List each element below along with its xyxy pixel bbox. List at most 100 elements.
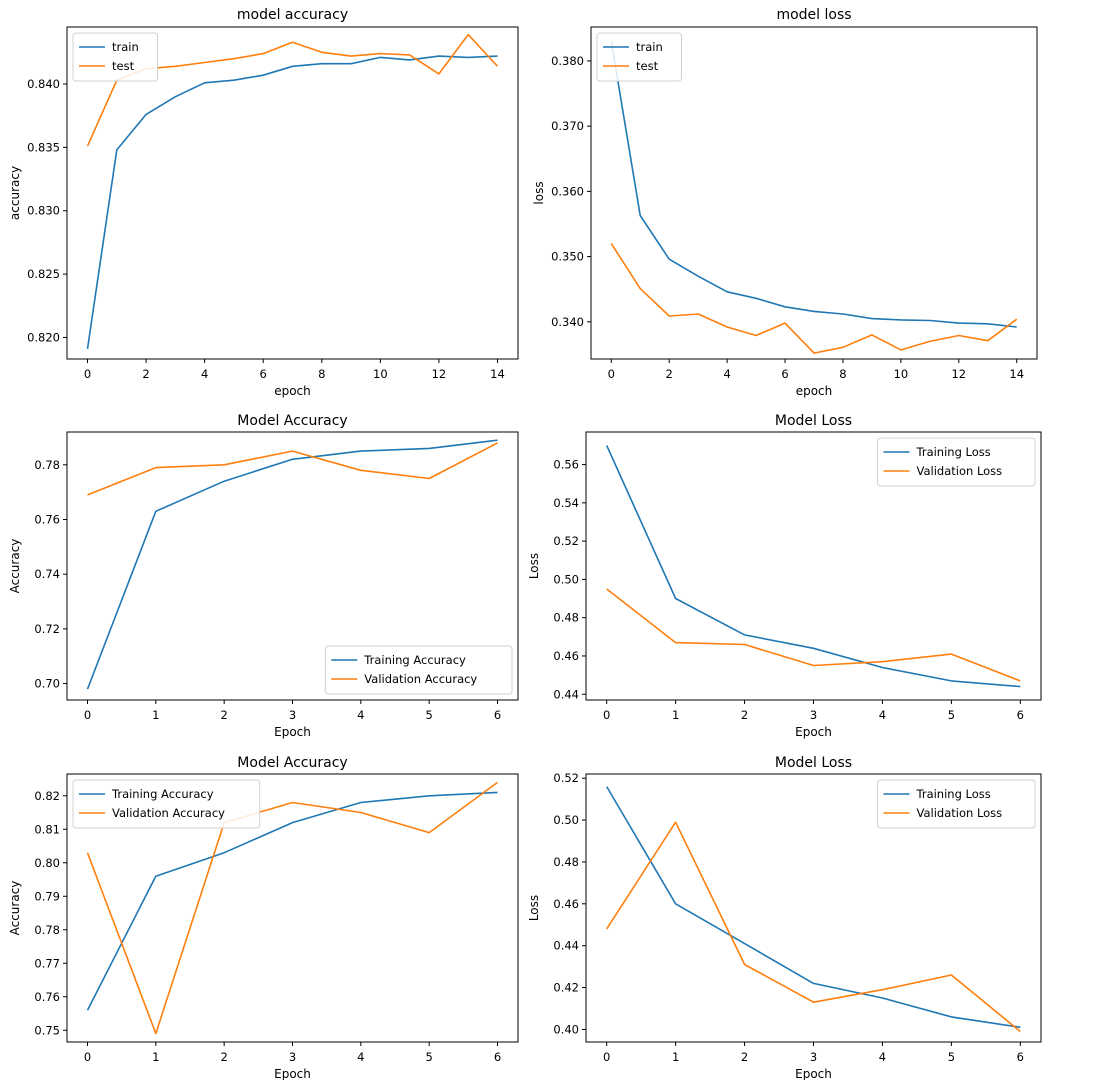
x-tick-label: 10 [894,367,909,381]
legend-label: Training Loss [916,787,991,801]
legend-box [72,779,261,829]
x-axis-label: epoch [796,384,833,398]
x-tick-label: 3 [289,708,296,722]
y-tick-label: 0.360 [551,184,584,198]
chart-panel-3: Model Accuracy 0 1 2 3 4 5 6 0.70 0.72 0.74 0.76 0.7… [8,413,519,739]
x-tick-label: 14 [490,367,505,381]
x-tick-label: 3 [289,1050,296,1064]
chart-title: Model Accuracy [237,413,347,429]
y-tick-label: 0.40 [553,1022,579,1036]
legend: Training Accuracy Validation Accuracy [72,779,261,829]
y-tick-label: 0.820 [27,330,60,344]
x-tick-label: 5 [426,1050,433,1064]
x-tick-label: 5 [426,708,433,722]
x-tick-label: 6 [494,708,501,722]
y-tick-label: 0.835 [27,140,60,154]
y-tick-label: 0.82 [34,789,60,803]
y-tick-label: 0.370 [551,119,584,133]
x-axis-label: Epoch [274,1067,311,1080]
y-axis-label: accuracy [8,166,22,220]
legend: train test [596,32,682,82]
legend-label: Validation Accuracy [364,672,477,686]
x-tick-label: 4 [879,708,886,722]
chart-panel-5: Model Accuracy 0 1 2 3 4 5 6 0.75 0.76 0.77 0.78 0.7… [8,755,519,1080]
x-tick-label: 2 [666,367,673,381]
y-tick-label: 0.52 [553,534,579,548]
x-axis-label: Epoch [274,725,311,739]
series-line-2 [610,243,1018,354]
series-line-1 [86,55,498,350]
y-tick-label: 0.42 [553,981,579,995]
axes-frame [66,431,519,701]
y-axis-label: Accuracy [8,539,22,594]
chart-title: Model Loss [775,413,852,429]
series-line-2 [86,781,498,1035]
legend-label: Validation Accuracy [112,806,225,820]
y-axis-label: loss [532,181,546,204]
y-tick-label: 0.380 [551,54,584,68]
chart-panel-1: model accuracy 0 2 4 6 8 10 12 14 0.820 0.825 0.830… [8,7,519,398]
legend-label: Training Accuracy [363,653,466,667]
legend-box [877,779,1036,829]
axes-frame [590,26,1038,360]
axes-frame [66,26,519,360]
x-tick-label: 2 [221,1050,228,1064]
y-tick-label: 0.50 [553,572,579,586]
y-tick-label: 0.80 [34,856,60,870]
x-axis-label: Epoch [795,1067,832,1080]
y-tick-label: 0.79 [34,889,60,903]
legend-box [72,32,158,82]
x-tick-label: 6 [260,367,267,381]
series-line-1 [610,41,1017,328]
legend-box [877,437,1036,487]
x-tick-label: 12 [951,367,966,381]
y-tick-label: 0.76 [34,513,60,527]
y-axis-label: Loss [527,895,541,921]
y-tick-label: 0.50 [553,813,579,827]
legend-label: Training Loss [916,445,991,459]
x-tick-label: 0 [608,367,615,381]
chart-title: Model Loss [775,755,852,771]
chart-panel-2: model loss 0 2 4 6 8 10 12 14 0.340 0.350 0.360 0.37… [532,7,1038,398]
y-tick-label: 0.81 [34,822,60,836]
chart-title: Model Accuracy [237,755,347,771]
y-tick-label: 0.54 [553,496,579,510]
x-tick-label: 2 [142,367,149,381]
legend: Training Accuracy Validation Accuracy [324,645,513,695]
legend: train test [72,32,158,82]
series-line-1 [86,791,498,1011]
x-tick-label: 0 [84,1050,91,1064]
legend-label: Training Accuracy [111,787,214,801]
x-tick-label: 10 [373,367,388,381]
x-tick-label: 4 [201,367,208,381]
y-tick-label: 0.830 [27,204,60,218]
x-axis-label: epoch [274,384,311,398]
x-tick-label: 0 [84,367,91,381]
y-tick-label: 0.76 [34,990,60,1004]
y-tick-label: 0.56 [553,458,579,472]
x-tick-label: 2 [741,1050,748,1064]
series-line-2 [606,821,1021,1033]
y-tick-label: 0.840 [27,77,60,91]
x-tick-label: 6 [781,367,788,381]
chart-panel-4: Model Loss 0 1 2 3 4 5 6 0.44 0.46 0.48 0.50 0.52 0.5… [527,413,1042,739]
x-tick-label: 1 [672,1050,679,1064]
legend-label: train [636,40,663,54]
legend-box [324,645,513,695]
y-tick-label: 0.48 [553,611,579,625]
x-tick-label: 14 [1009,367,1024,381]
y-axis-label: Accuracy [8,881,22,936]
series-line-1 [86,439,498,690]
x-axis-label: Epoch [795,725,832,739]
x-tick-label: 2 [221,708,228,722]
chart-title: model loss [776,7,851,23]
y-tick-label: 0.78 [34,458,60,472]
chart-title: model accuracy [237,7,348,23]
axes-frame [585,431,1042,701]
legend: Training Loss Validation Loss [877,779,1036,829]
x-tick-label: 4 [879,1050,886,1064]
x-tick-label: 8 [318,367,325,381]
legend-box [596,32,682,82]
legend-label: Validation Loss [917,806,1003,820]
y-tick-label: 0.72 [34,622,60,636]
